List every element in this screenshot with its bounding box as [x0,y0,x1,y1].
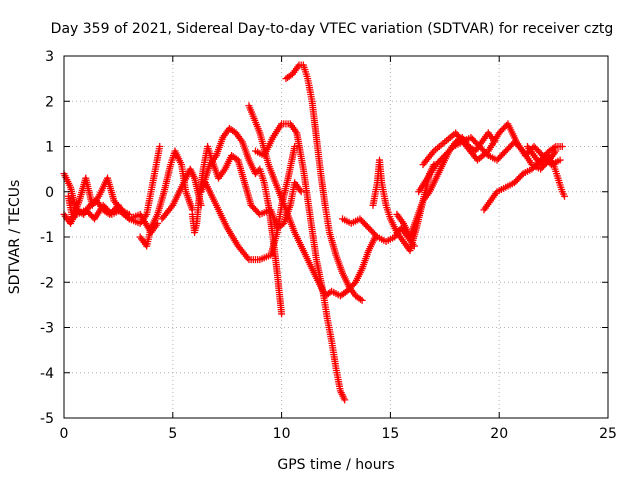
data-point [518,171,526,179]
data-point [560,192,568,200]
x-tick-label: 15 [381,426,399,442]
series-track-12 [282,61,366,304]
x-tick-label: 25 [599,426,617,442]
y-tick-label: -2 [40,275,54,291]
data-point [297,188,305,196]
x-tick-label: 10 [273,426,291,442]
data-point [556,156,564,164]
data-point [341,396,349,404]
y-tick-label: -4 [40,366,54,382]
series-track-17 [419,120,564,169]
series-track-4 [114,143,164,227]
y-tick-label: -1 [40,230,54,246]
y-tick-label: 2 [45,94,54,110]
x-tick-label: 0 [60,426,69,442]
series-track-19 [523,143,568,200]
data-point [448,144,456,152]
y-tick-label: -3 [40,321,54,337]
data-point [278,310,286,318]
data-point [291,143,299,150]
x-axis-label: GPS time / hours [277,457,394,473]
x-tick-label: 5 [168,426,177,442]
chart-title: Day 359 of 2021, Sidereal Day-to-day VTE… [51,21,614,37]
data-point [558,143,566,150]
series-track-11 [251,120,349,404]
grid-lines [64,56,608,418]
data-markers [60,61,568,404]
y-tick-label: 1 [45,140,54,156]
series-track-8 [197,124,286,318]
data-point [550,144,558,152]
data-point [156,143,164,150]
data-point [358,296,366,304]
series-track-5 [136,147,196,250]
data-point [372,231,380,239]
y-tick-label: 0 [45,185,54,201]
data-point [356,295,364,303]
y-tick-label: 3 [45,49,54,65]
y-axis-label: SDTVAR / TECUs [7,180,23,295]
y-tick-label: -5 [40,411,54,427]
axis-ticks: 0 5 10 15 20 25 -5 -4 -3 -2 -1 0 1 2 3 [40,49,617,442]
x-tick-label: 20 [490,426,508,442]
